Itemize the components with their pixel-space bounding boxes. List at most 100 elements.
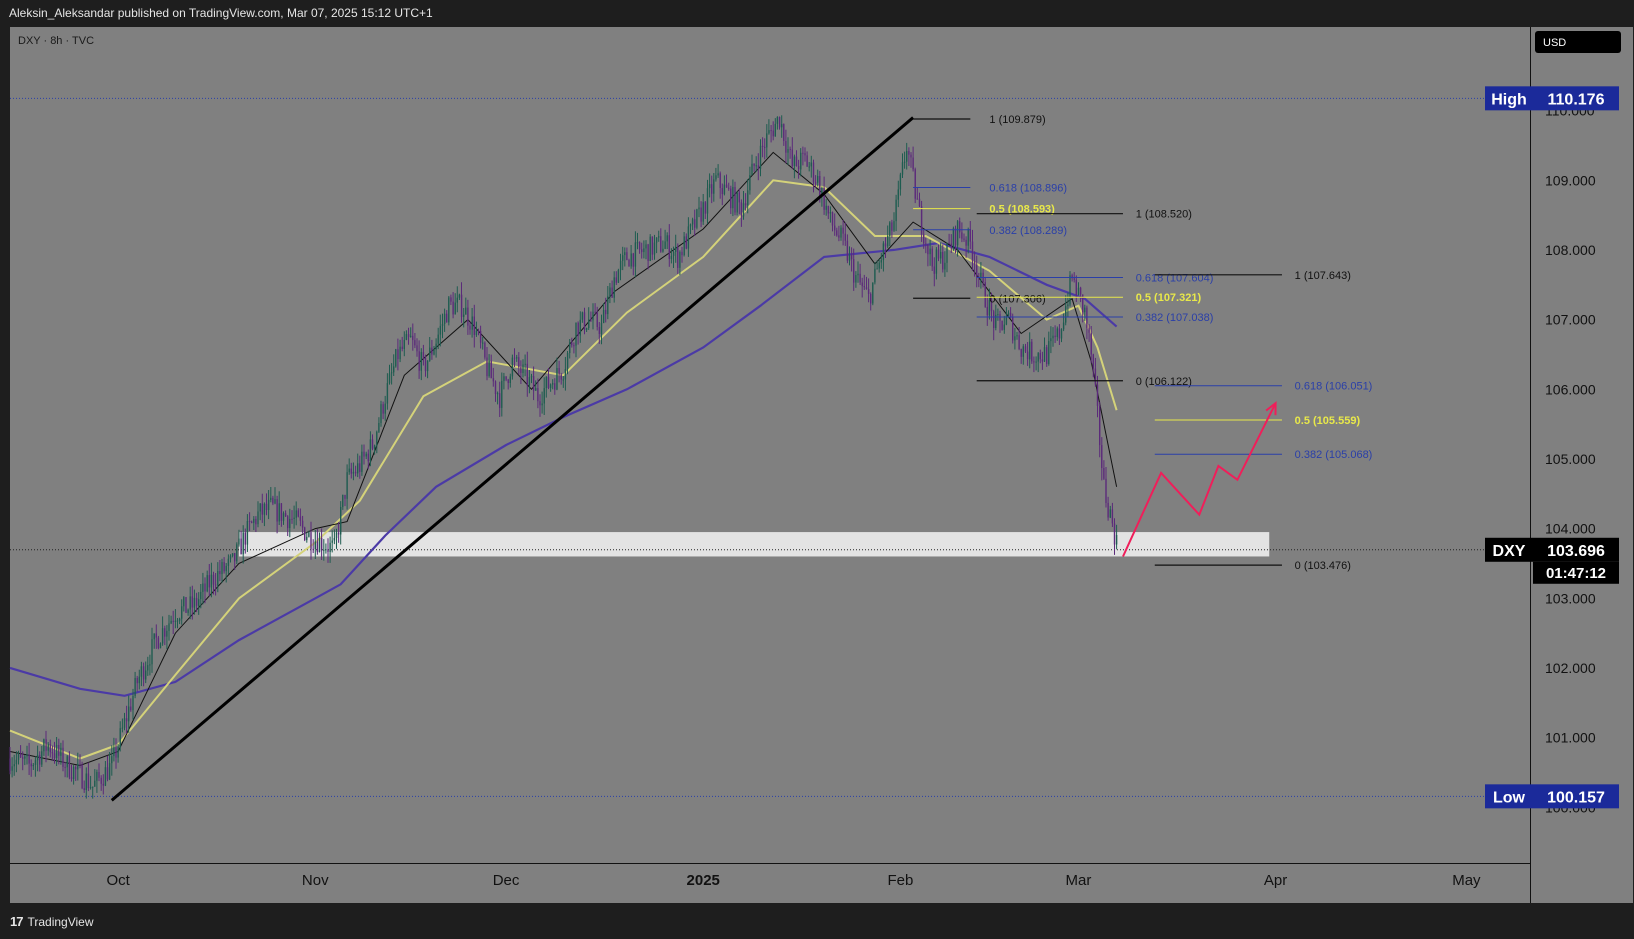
candle-body (424, 357, 427, 372)
y-tick-label: 103.000 (1545, 590, 1596, 606)
y-tick-label: 105.000 (1545, 451, 1596, 467)
candle-body (1003, 324, 1005, 330)
candle-body (933, 266, 935, 274)
candle-body (289, 518, 291, 529)
candle-body (831, 212, 834, 226)
trendline-layer[interactable] (110, 116, 915, 802)
candle-body (647, 244, 649, 261)
candle-body (857, 273, 859, 276)
candle-body (24, 756, 26, 759)
y-tick-label: 104.000 (1545, 521, 1596, 537)
candle-body (959, 221, 961, 233)
candle-body (806, 155, 808, 167)
candle-body (352, 471, 355, 474)
symbol-line: DXY · 8h · TVC (18, 35, 94, 47)
candle-body (1101, 445, 1103, 468)
candle-body (910, 154, 912, 158)
candle-body (577, 322, 579, 336)
candle-body (253, 518, 255, 523)
fib-retracement-1[interactable]: 1 (109.879) 0.618 (108.896) 0.5 (108.593) 0… (913, 114, 1067, 305)
candle-body (653, 242, 656, 255)
candle-body (602, 309, 605, 324)
candle-body (115, 747, 117, 758)
candle-body (1071, 275, 1073, 279)
candle-body (940, 251, 942, 259)
candle-body (380, 404, 382, 423)
candle-body (865, 287, 868, 289)
candle-body (238, 538, 240, 545)
x-tick-label: Nov (302, 872, 329, 889)
candle-body (217, 571, 219, 586)
candle-body (721, 188, 723, 195)
candle-body (185, 597, 187, 613)
candle-body (509, 376, 511, 383)
candle-body (687, 226, 690, 249)
candle-body (810, 162, 812, 167)
projection-path[interactable] (1122, 402, 1277, 557)
candle-body (819, 176, 821, 197)
candle-body (829, 212, 832, 214)
fib-level-label: 0.382 (105.068) (1295, 449, 1373, 461)
trendline[interactable] (110, 116, 915, 802)
candle-body (142, 666, 145, 680)
candle-body (944, 262, 946, 270)
candle-body (403, 339, 405, 349)
candle-body (757, 165, 760, 169)
candle-body (191, 596, 193, 608)
last-price-badge-value-bg (1533, 537, 1619, 562)
tradingview-brand[interactable]: 17 TradingView (10, 914, 94, 929)
candle-body (246, 521, 249, 545)
x-tick-label: 2025 (687, 872, 720, 889)
fib-retracement-2[interactable]: 1 (108.520) 0.618 (107.604) 0.5 (107.321) 0… (976, 209, 1214, 388)
candle-body (359, 463, 361, 472)
candle-body (990, 300, 993, 312)
fib-level-label: 0.5 (105.559) (1295, 415, 1361, 427)
candle-body (632, 253, 634, 267)
candle-body (569, 342, 571, 353)
candle-body (524, 363, 526, 365)
candle-body (1005, 315, 1008, 325)
candle-body (397, 349, 399, 360)
candle-body (342, 495, 344, 507)
candle-body (1050, 338, 1052, 342)
candle-body (1058, 328, 1061, 339)
candle-body (1099, 405, 1101, 446)
projection-layer[interactable] (1122, 401, 1277, 557)
price-chart[interactable]: DXY · 8h · TVC USD 110.000109.000108.000… (0, 27, 1634, 903)
candle-body (984, 282, 986, 307)
y-tick-label: 102.000 (1545, 660, 1596, 676)
candle-body (1033, 361, 1035, 363)
candle-body (270, 497, 272, 500)
candle-body (516, 357, 518, 359)
candle-body (532, 376, 535, 391)
candle-body (166, 630, 168, 637)
projection-arrowhead[interactable] (1265, 401, 1277, 416)
fib-retracement-3[interactable]: 1 (107.643) 0.618 (106.051) 0.5 (105.559) 0… (1154, 270, 1373, 572)
candle-body (795, 156, 798, 167)
candle-body (140, 666, 143, 677)
candle-body (552, 383, 554, 385)
candle-body (125, 718, 128, 722)
candle-body (117, 747, 119, 758)
candle-body (41, 751, 43, 765)
candle-body (369, 439, 372, 462)
candle-body (1020, 349, 1022, 357)
candle-body (62, 747, 64, 767)
candle-body (823, 188, 825, 210)
candle-body (1024, 346, 1027, 352)
candle-body (649, 236, 651, 261)
candle-body (566, 353, 569, 370)
candle-body (151, 639, 153, 665)
candle-body (68, 756, 71, 778)
candle-body (1007, 312, 1010, 316)
currency-button[interactable]: USD (1535, 31, 1621, 53)
candle-body (77, 763, 79, 770)
currency-label[interactable]: USD (1543, 37, 1566, 49)
candle-body (1046, 347, 1048, 364)
fibonacci-drawings[interactable]: 1 (109.879) 0.618 (108.896) 0.5 (108.593) 0… (913, 114, 1372, 572)
candle-body (1090, 332, 1092, 355)
fib-level-label: 0.382 (107.038) (1136, 312, 1214, 324)
candle-body (312, 548, 314, 550)
candle-body (51, 752, 54, 754)
candle-body (426, 360, 429, 372)
